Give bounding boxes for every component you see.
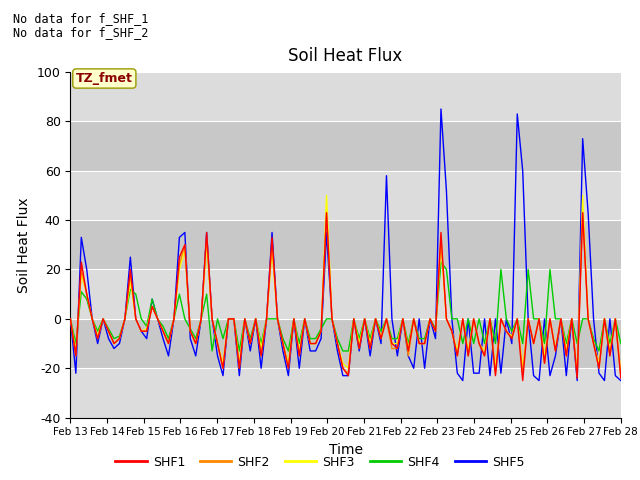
- Bar: [70, 368, 621, 418]
- Y-axis label: Soil Heat Flux: Soil Heat Flux: [17, 197, 31, 293]
- Bar: [70, 72, 621, 121]
- X-axis label: Time: Time: [328, 443, 363, 457]
- Bar: [70, 319, 621, 368]
- Legend: SHF1, SHF2, SHF3, SHF4, SHF5: SHF1, SHF2, SHF3, SHF4, SHF5: [110, 451, 530, 474]
- Bar: [70, 121, 621, 171]
- Text: TZ_fmet: TZ_fmet: [76, 72, 132, 85]
- Bar: [70, 220, 621, 269]
- Text: No data for f_SHF_1: No data for f_SHF_1: [13, 12, 148, 25]
- Bar: [70, 269, 621, 319]
- Bar: [70, 171, 621, 220]
- Text: No data for f_SHF_2: No data for f_SHF_2: [13, 26, 148, 39]
- Title: Soil Heat Flux: Soil Heat Flux: [289, 47, 403, 65]
